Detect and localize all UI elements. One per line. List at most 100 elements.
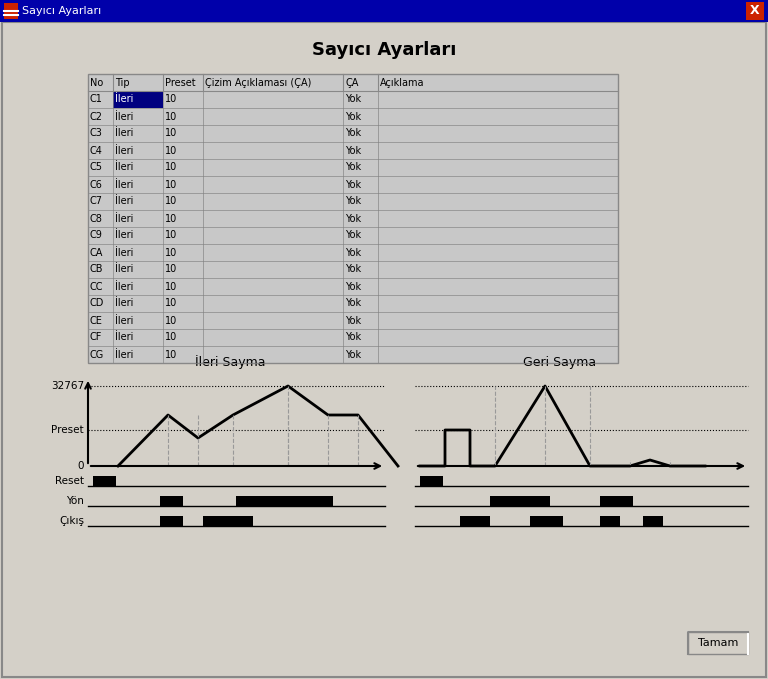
Bar [460,516,490,526]
Text: 10: 10 [165,282,177,291]
Text: C3: C3 [90,128,103,139]
Bar [88,312,618,329]
Text: İleri: İleri [115,350,134,359]
Text: Yok: Yok [345,248,361,257]
Bar [746,2,764,20]
Text: Reset: Reset [55,476,84,486]
Bar [88,278,618,295]
Text: İleri: İleri [115,248,134,257]
Bar [4,3,18,19]
Bar [600,516,620,526]
Text: Çizim Açıklaması (ÇA): Çizim Açıklaması (ÇA) [205,77,311,88]
Bar [88,193,618,210]
Text: Geri Sayma: Geri Sayma [524,356,597,369]
Bar [88,346,618,363]
Text: Yok: Yok [345,282,361,291]
Text: C6: C6 [90,179,103,189]
Bar [203,516,253,526]
Text: İleri: İleri [115,162,134,172]
Text: İleri: İleri [115,196,134,206]
Bar [88,74,618,363]
Text: Yok: Yok [345,265,361,274]
Text: Yok: Yok [345,350,361,359]
Text: İleri: İleri [115,213,134,223]
Text: 10: 10 [165,196,177,206]
Bar [88,108,618,125]
Text: Yok: Yok [345,145,361,155]
Text: No: No [90,77,103,88]
Bar [490,496,550,506]
Bar [88,244,618,261]
Text: C7: C7 [90,196,103,206]
Text: Yok: Yok [345,230,361,240]
Bar [160,516,183,526]
Text: Yok: Yok [345,179,361,189]
Text: İleri: İleri [115,128,134,139]
Text: CD: CD [90,299,104,308]
Text: 10: 10 [165,94,177,105]
Bar [88,91,618,108]
Text: CG: CG [90,350,104,359]
Bar [530,516,563,526]
Text: İleri: İleri [115,299,134,308]
Bar [88,210,618,227]
Text: C4: C4 [90,145,103,155]
Bar [88,176,618,193]
Text: 10: 10 [165,128,177,139]
Text: Yok: Yok [345,128,361,139]
Bar [0,0,768,22]
Text: Açıklama: Açıklama [380,77,425,88]
Bar [643,516,663,526]
Text: Yok: Yok [345,316,361,325]
Text: X: X [750,5,760,18]
Text: Yok: Yok [345,196,361,206]
Text: İleri: İleri [115,265,134,274]
Text: Yok: Yok [345,333,361,342]
Text: İleri: İleri [115,111,134,122]
Text: C1: C1 [90,94,103,105]
Text: Yok: Yok [345,299,361,308]
Text: Sayıcı Ayarları: Sayıcı Ayarları [312,41,456,59]
Text: İleri: İleri [115,94,134,105]
Text: 0: 0 [78,461,84,471]
Text: 10: 10 [165,350,177,359]
Text: 10: 10 [165,248,177,257]
Bar [88,261,618,278]
Text: 10: 10 [165,179,177,189]
Text: CC: CC [90,282,104,291]
Text: İleri: İleri [115,333,134,342]
Text: ÇA: ÇA [345,77,359,88]
Text: 10: 10 [165,299,177,308]
Bar [88,74,618,91]
Text: Çıkış: Çıkış [59,516,84,526]
Bar [88,125,618,142]
Text: Yok: Yok [345,162,361,172]
Text: Tip: Tip [115,77,130,88]
Bar [420,476,443,486]
Text: 10: 10 [165,316,177,325]
Bar [88,142,618,159]
Bar [88,159,618,176]
Text: CE: CE [90,316,103,325]
Text: İleri: İleri [115,145,134,155]
Text: Yok: Yok [345,213,361,223]
Text: 10: 10 [165,265,177,274]
Text: 10: 10 [165,333,177,342]
Bar [113,91,163,108]
Text: C8: C8 [90,213,103,223]
Bar [88,329,618,346]
Text: Preset: Preset [51,425,84,435]
Text: Tamam: Tamam [698,638,738,648]
Text: 10: 10 [165,111,177,122]
Text: Sayıcı Ayarları: Sayıcı Ayarları [22,6,101,16]
Text: Yok: Yok [345,94,361,105]
Text: 10: 10 [165,213,177,223]
Text: 10: 10 [165,230,177,240]
Text: Yön: Yön [66,496,84,506]
Text: CF: CF [90,333,102,342]
Text: C2: C2 [90,111,103,122]
Text: İleri Sayma: İleri Sayma [195,355,265,369]
Text: İleri: İleri [115,316,134,325]
Bar [93,476,116,486]
Text: İleri: İleri [115,230,134,240]
